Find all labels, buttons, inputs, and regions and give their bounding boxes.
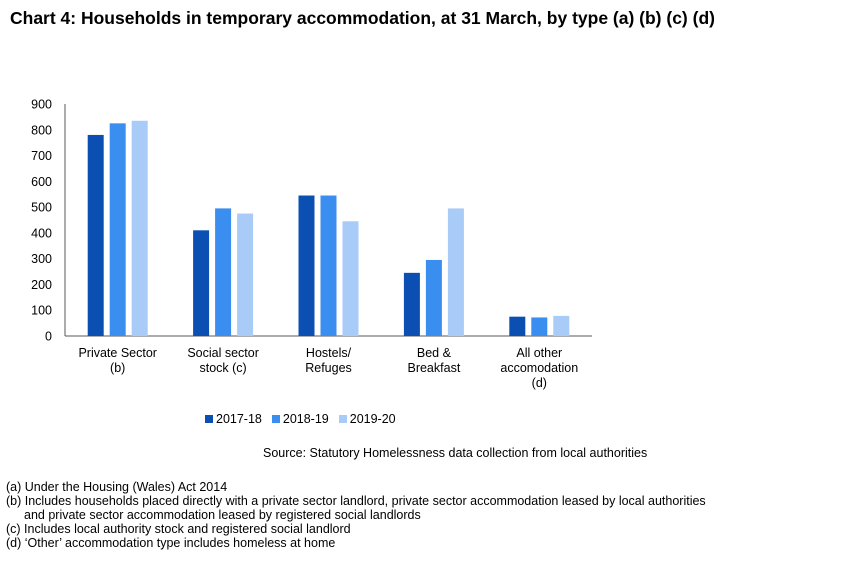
bar-2017-18 [403,272,420,336]
legend-label: 2018-19 [282,412,329,426]
footnote-b: (b) Includes households placed directly … [6,494,706,508]
y-tick-label: 200 [31,278,52,292]
y-tick-label: 300 [31,252,52,266]
bar-2018-19 [320,195,337,336]
legend-swatch [205,415,213,423]
footnote-a: (a) Under the Housing (Wales) Act 2014 [6,480,228,494]
legend: 2017-18 2018-19 2019-20 [205,412,396,426]
chart-title: Chart 4: Households in temporary accommo… [10,8,715,28]
bar-2019-20 [342,221,359,336]
legend-label: 2017-18 [216,412,262,426]
y-axis: 0 100 200 300 400 500 600 700 800 900 [31,98,592,344]
y-tick-label: 0 [45,330,52,344]
bar-2019-20 [237,213,254,336]
bar-2018-19 [215,208,232,336]
x-category-label-line: All other [516,346,562,360]
bar-2019-20 [131,120,148,336]
x-category-label-line: Social sector [187,346,259,360]
y-tick-label: 800 [31,123,52,137]
x-category-label-line: Breakfast [407,361,460,375]
y-tick-label: 700 [31,149,52,163]
x-category-label-line: Refuges [305,361,352,375]
footnotes: (a) Under the Housing (Wales) Act 2014 (… [6,480,706,550]
bar-2017-18 [509,316,526,336]
y-tick-label: 900 [31,98,52,112]
x-category-label: All other accomodation (d) [500,346,578,390]
legend-item: 2018-19 [271,412,329,426]
source-note: Source: Statutory Homelessness data coll… [263,446,648,460]
x-category-label: Private Sector (b) [78,346,157,375]
bar-2017-18 [298,195,315,336]
x-category-label-line: stock (c) [199,361,246,375]
legend-item: 2019-20 [338,412,396,426]
bar-area [87,120,570,336]
x-category-label-line: Bed & [417,346,452,360]
footnote-d: (d) ‘Other’ accommodation type includes … [6,536,336,550]
legend-label: 2019-20 [349,412,396,426]
y-tick-label: 600 [31,175,52,189]
bar-2019-20 [553,315,570,336]
y-tick-label: 400 [31,226,52,240]
bar-2018-19 [531,317,548,336]
y-tick-label: 100 [31,304,52,318]
footnote-c: (c) Includes local authority stock and r… [6,522,351,536]
x-category-label: Bed & Breakfast [407,346,460,375]
x-category-label-line: accomodation [500,361,578,375]
footnote-b-continued: and private sector accommodation leased … [24,508,421,522]
y-tick-label: 500 [31,201,52,215]
legend-swatch [338,415,347,423]
x-category-label-line: Private Sector [78,346,157,360]
bar-2017-18 [193,230,210,336]
x-category-label: Social sector stock (c) [187,346,259,375]
bar-2018-19 [425,259,442,336]
x-category-label: Hostels/Refuges [305,346,352,375]
legend-swatch [271,415,280,423]
bar-chart: 0 100 200 300 400 500 600 700 800 900 Private Sec… [31,98,592,390]
legend-item: 2017-18 [205,412,262,426]
x-category-label-line: (b) [110,361,125,375]
x-axis-labels: Private Sector (b) Social sector stock (c) H… [78,346,578,390]
x-category-label-line: Hostels/ [306,346,352,360]
bar-2017-18 [87,134,104,336]
bar-2019-20 [447,208,464,336]
x-category-label-line: (d) [532,376,547,390]
bar-2018-19 [109,123,126,336]
